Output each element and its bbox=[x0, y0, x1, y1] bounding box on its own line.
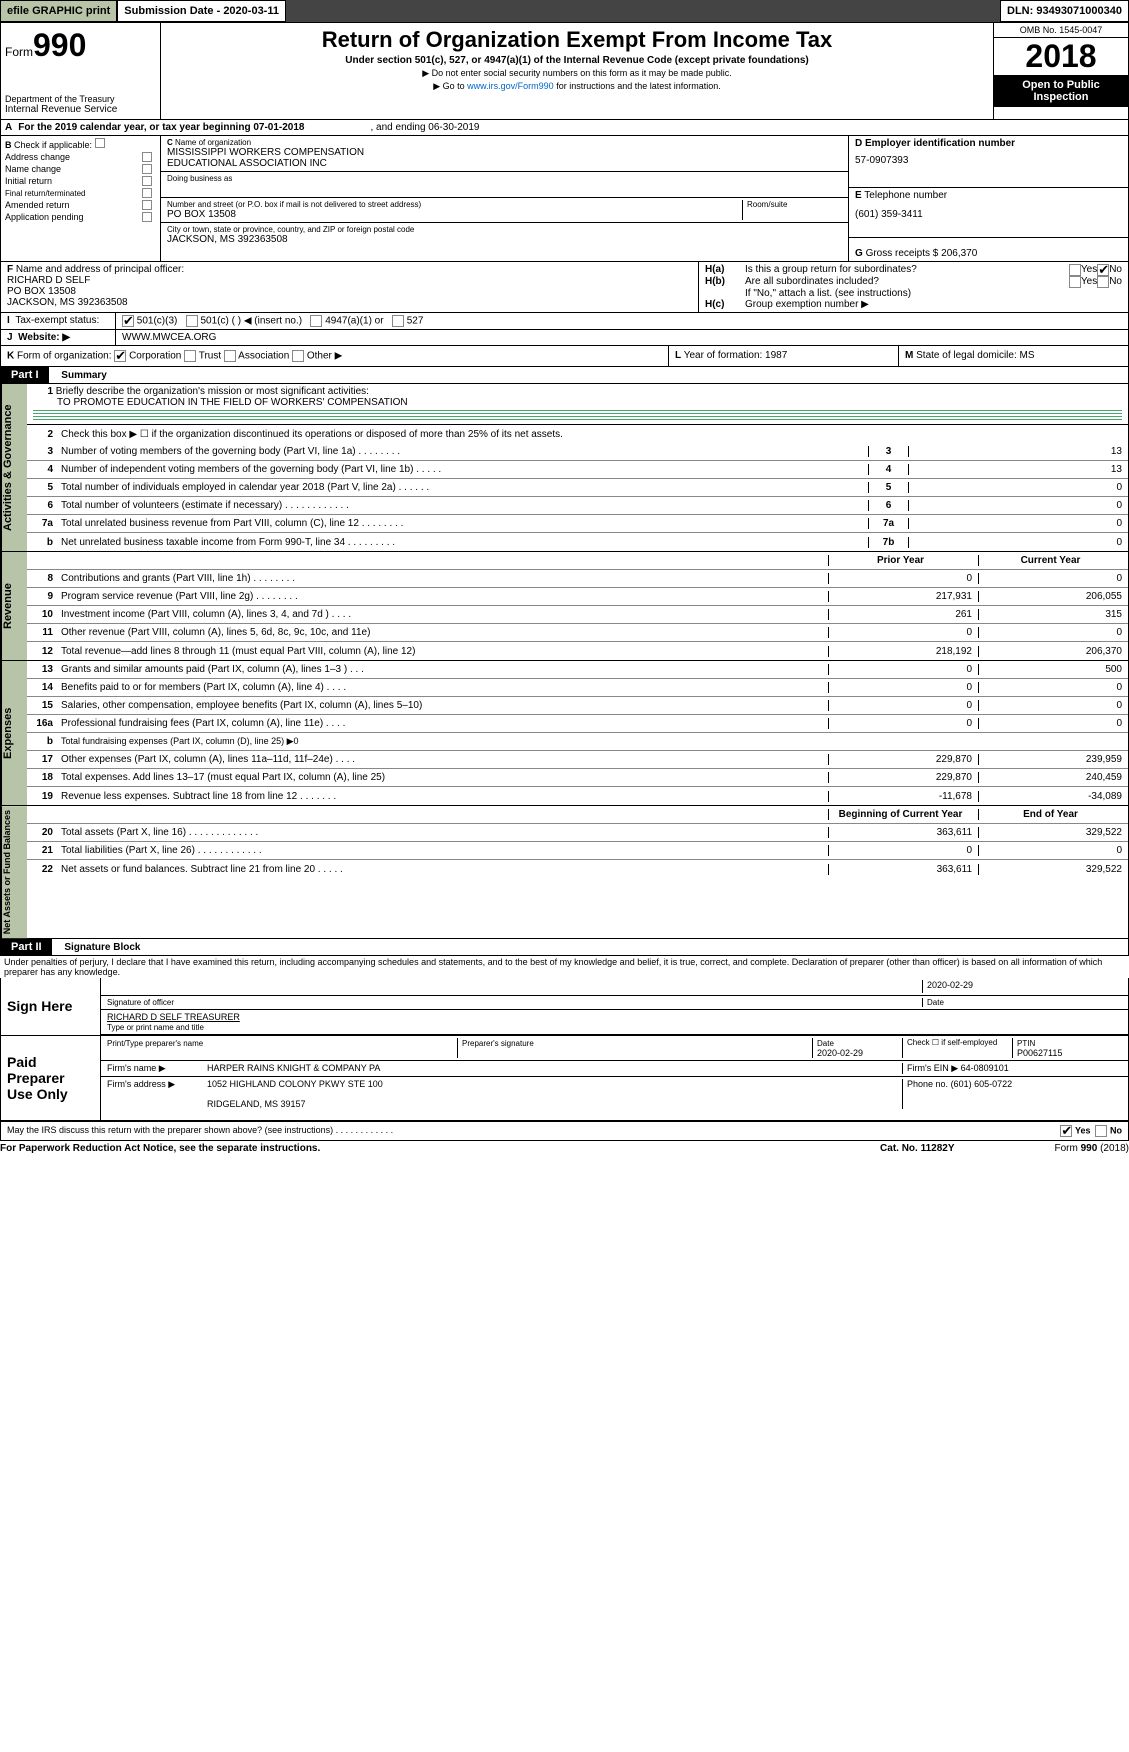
ein: 57-0907393 bbox=[855, 155, 1122, 166]
gross: 206,370 bbox=[941, 248, 977, 259]
tab-expenses: Expenses bbox=[1, 661, 27, 805]
part2-hdr: Part II bbox=[1, 939, 52, 955]
ptin: P00627115 bbox=[1017, 1048, 1062, 1058]
form-number: 990 bbox=[33, 27, 86, 63]
tab-net: Net Assets or Fund Balances bbox=[1, 806, 27, 938]
open-inspection: Open to Public Inspection bbox=[994, 75, 1128, 107]
form-title: Return of Organization Exempt From Incom… bbox=[165, 27, 989, 53]
form-subtitle: Under section 501(c), 527, or 4947(a)(1)… bbox=[165, 55, 989, 66]
row-i: I Tax-exempt status: 501(c)(3) 501(c) ( … bbox=[0, 313, 1129, 330]
col-f: F Name and address of principal officer:… bbox=[1, 262, 698, 312]
cb-amended: Amended return bbox=[5, 200, 70, 210]
omb: OMB No. 1545-0047 bbox=[994, 23, 1128, 38]
cb-final: Final return/terminated bbox=[5, 189, 85, 198]
row-a: A For the 2019 calendar year, or tax yea… bbox=[0, 120, 1129, 136]
summary-governance: Activities & Governance 1 Briefly descri… bbox=[0, 384, 1129, 552]
tab-revenue: Revenue bbox=[1, 552, 27, 660]
footer: For Paperwork Reduction Act Notice, see … bbox=[0, 1141, 1129, 1156]
form-header: Form990 Department of the Treasury Inter… bbox=[0, 22, 1129, 120]
row-klm: K Form of organization: Corporation Trus… bbox=[0, 346, 1129, 367]
header-right: OMB No. 1545-0047 2018 Open to Public In… bbox=[993, 23, 1128, 119]
sign-block: Sign Here 2020-02-29 Signature of office… bbox=[0, 978, 1129, 1141]
firm: HARPER RAINS KNIGHT & COMPANY PA bbox=[207, 1063, 902, 1074]
city: JACKSON, MS 392363508 bbox=[167, 234, 842, 245]
col-c: C Name of organization MISSISSIPPI WORKE… bbox=[161, 136, 848, 261]
tax-year: 2018 bbox=[994, 38, 1128, 75]
section-bcd: B Check if applicable: Address change Na… bbox=[0, 136, 1129, 262]
irs-link[interactable]: www.irs.gov/Form990 bbox=[467, 81, 554, 91]
summary-revenue: Revenue Prior YearCurrent Year 8Contribu… bbox=[0, 552, 1129, 661]
row-j: J Website: ▶ WWW.MWCEA.ORG bbox=[0, 330, 1129, 346]
col-h: H(a)Is this a group return for subordina… bbox=[698, 262, 1128, 312]
org-name-2: EDUCATIONAL ASSOCIATION INC bbox=[167, 158, 842, 169]
submission-date: Submission Date - 2020-03-11 bbox=[117, 0, 286, 22]
paid-label: Paid Preparer Use Only bbox=[1, 1036, 101, 1120]
org-name-1: MISSISSIPPI WORKERS COMPENSATION bbox=[167, 147, 842, 158]
website: WWW.MWCEA.ORG bbox=[116, 330, 1128, 345]
summary-expenses: Expenses 13Grants and similar amounts pa… bbox=[0, 661, 1129, 806]
phone: (601) 359-3411 bbox=[855, 209, 1122, 220]
street: PO BOX 13508 bbox=[167, 209, 742, 220]
irs: Internal Revenue Service bbox=[5, 104, 156, 115]
row-fgh: F Name and address of principal officer:… bbox=[0, 262, 1129, 313]
note-ssn: ▶ Do not enter social security numbers o… bbox=[165, 68, 989, 79]
cb-name: Name change bbox=[5, 164, 61, 174]
top-bar: efile GRAPHIC print Submission Date - 20… bbox=[0, 0, 1129, 22]
header-mid: Return of Organization Exempt From Incom… bbox=[161, 23, 993, 119]
efile-badge: efile GRAPHIC print bbox=[0, 0, 117, 22]
cb-addr: Address change bbox=[5, 152, 70, 162]
tab-governance: Activities & Governance bbox=[1, 384, 27, 551]
perjury: Under penalties of perjury, I declare th… bbox=[0, 956, 1129, 978]
cb-pending: Application pending bbox=[5, 212, 84, 222]
dln: DLN: 93493071000340 bbox=[1000, 0, 1129, 22]
dept: Department of the Treasury bbox=[5, 94, 156, 104]
cb-initial: Initial return bbox=[5, 176, 52, 186]
col-b: B Check if applicable: Address change Na… bbox=[1, 136, 161, 261]
checkbox-icon bbox=[95, 138, 105, 148]
firm-phone: (601) 605-0722 bbox=[951, 1079, 1013, 1089]
officer-name: RICHARD D SELF bbox=[7, 275, 692, 286]
part1-hdr: Part I bbox=[1, 367, 49, 383]
mission: TO PROMOTE EDUCATION IN THE FIELD OF WOR… bbox=[33, 397, 408, 408]
officer-signed: RICHARD D SELF TREASURER bbox=[107, 1012, 240, 1022]
col-d: D Employer identification number57-09073… bbox=[848, 136, 1128, 261]
firm-ein: 64-0809101 bbox=[961, 1063, 1009, 1073]
header-left: Form990 Department of the Treasury Inter… bbox=[1, 23, 161, 119]
summary-net: Net Assets or Fund Balances Beginning of… bbox=[0, 806, 1129, 939]
note-link: ▶ Go to www.irs.gov/Form990 for instruct… bbox=[165, 81, 989, 92]
